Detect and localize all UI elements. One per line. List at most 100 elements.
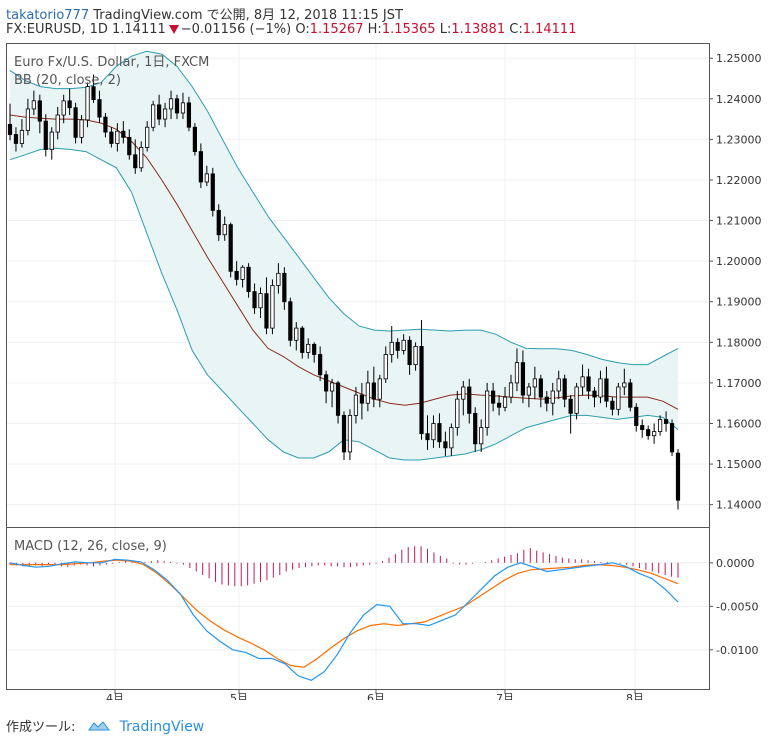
- candle-body: [598, 378, 603, 398]
- candle-body: [37, 100, 42, 122]
- macd-indicator-label: MACD (12, 26, close, 9): [14, 539, 167, 554]
- time-tick-label: 4月: [106, 692, 124, 700]
- candle-body: [473, 412, 478, 445]
- candle-body: [663, 419, 669, 424]
- candle-body: [162, 108, 168, 120]
- symbol-label: FX:EURUSD, 1D: [6, 22, 108, 37]
- candle-body: [186, 102, 192, 128]
- candle-body: [574, 386, 579, 414]
- candle-body: [288, 301, 293, 341]
- candle-body: [174, 98, 180, 114]
- candle-body: [485, 390, 490, 428]
- macd-tick-label: -0.0050: [716, 600, 758, 613]
- candle-body: [109, 131, 114, 144]
- candle-body: [491, 390, 496, 404]
- trading-chart[interactable]: 1.25000 1.24000 1.23000 1.22000 1.21000 1.200…: [0, 0, 768, 700]
- candle-body: [562, 378, 567, 400]
- bb-upper-line: [9, 50, 679, 366]
- candle-body: [294, 327, 299, 341]
- candle-body: [550, 390, 555, 404]
- candle-body: [151, 104, 156, 128]
- price-tick-label: 1.19000: [716, 296, 762, 309]
- time-tick-label: 7月: [496, 692, 514, 700]
- down-arrow-icon: [168, 25, 179, 34]
- candle-body: [461, 386, 466, 400]
- candle-body: [514, 362, 520, 384]
- macd-indicator: [9, 546, 679, 681]
- bb-fill: [10, 51, 678, 461]
- price-tick-label: 1.16000: [716, 418, 762, 431]
- candle-body: [419, 345, 424, 435]
- candle-body: [19, 130, 25, 144]
- candle-body: [121, 130, 126, 138]
- candle-body: [115, 130, 120, 144]
- candle-body: [335, 382, 341, 416]
- candle-body: [234, 270, 239, 280]
- candle-body: [395, 341, 400, 351]
- candle-body: [145, 126, 150, 148]
- candle-body: [192, 126, 197, 152]
- candle-body: [586, 376, 591, 392]
- time-axis: 4月 5月 6月 7月 8月: [106, 689, 644, 700]
- candle-body: [437, 423, 442, 443]
- candle-body: [544, 396, 549, 404]
- macd-tick-label: -0.0100: [716, 644, 758, 657]
- low-label: L:: [439, 22, 452, 37]
- chart-title: Euro Fx/U.S. Dollar, 1日, FXCM: [14, 55, 209, 70]
- candle-body: [133, 154, 138, 169]
- candle-body: [139, 147, 144, 169]
- candle-body: [79, 119, 84, 138]
- tradingview-brand-link[interactable]: TradingView: [119, 719, 205, 735]
- price-tick-label: 1.14000: [716, 499, 762, 512]
- candle-body: [508, 382, 514, 398]
- time-tick-label: 8月: [626, 692, 644, 700]
- last-price: 1.14111: [112, 22, 166, 37]
- price-axis: 1.25000 1.24000 1.23000 1.22000 1.21000 1.200…: [709, 52, 762, 512]
- candle-body: [592, 390, 597, 398]
- candle-body: [318, 354, 323, 376]
- candle-body: [610, 400, 615, 410]
- candle-body: [210, 173, 215, 211]
- candle-body: [300, 327, 305, 353]
- candle-body: [31, 100, 36, 110]
- tradingview-logo-icon: [87, 721, 110, 731]
- price-tick-label: 1.23000: [716, 133, 762, 146]
- author-link[interactable]: takatorio777: [6, 8, 90, 23]
- candle-body: [85, 86, 90, 121]
- open-label: O:: [295, 22, 310, 37]
- candle-body: [425, 433, 430, 441]
- candle-body: [371, 382, 376, 400]
- candle-body: [389, 341, 394, 355]
- candle-body: [103, 116, 108, 133]
- candle-body: [168, 98, 174, 110]
- candle-body: [127, 136, 132, 156]
- macd-tick-label: 0.0000: [716, 557, 755, 570]
- candle-body: [329, 382, 335, 392]
- candle-body: [449, 427, 454, 449]
- candle-body: [324, 374, 329, 392]
- candle-body: [216, 210, 221, 236]
- time-tick-label: 5月: [230, 692, 248, 700]
- candle-body: [628, 382, 633, 408]
- candle-body: [204, 173, 209, 183]
- candle-body: [580, 376, 585, 388]
- candle-body: [270, 285, 275, 329]
- candle-body: [658, 419, 663, 433]
- macd-grid: [7, 528, 709, 689]
- candle-body: [502, 396, 508, 408]
- price-change: −0.01156 (−1%): [180, 22, 292, 37]
- chart-header-line2: FX:EURUSD, 1D 1.14111 −0.01156 (−1%) O:1.…: [6, 22, 576, 37]
- macd-line: [9, 558, 679, 681]
- candle-body: [568, 398, 573, 414]
- candle-body: [264, 293, 269, 329]
- publish-info: TradingView.com で公開, 8月 12, 2018 11:15 J…: [93, 8, 403, 23]
- candle-body: [443, 441, 448, 449]
- candle-body: [640, 425, 645, 430]
- candle-body: [91, 86, 96, 101]
- candle-body: [646, 429, 651, 437]
- price-tick-label: 1.18000: [716, 336, 762, 349]
- candle-body: [25, 108, 30, 131]
- candle-body: [467, 386, 472, 414]
- candle-body: [616, 386, 621, 410]
- candle-body: [604, 378, 609, 402]
